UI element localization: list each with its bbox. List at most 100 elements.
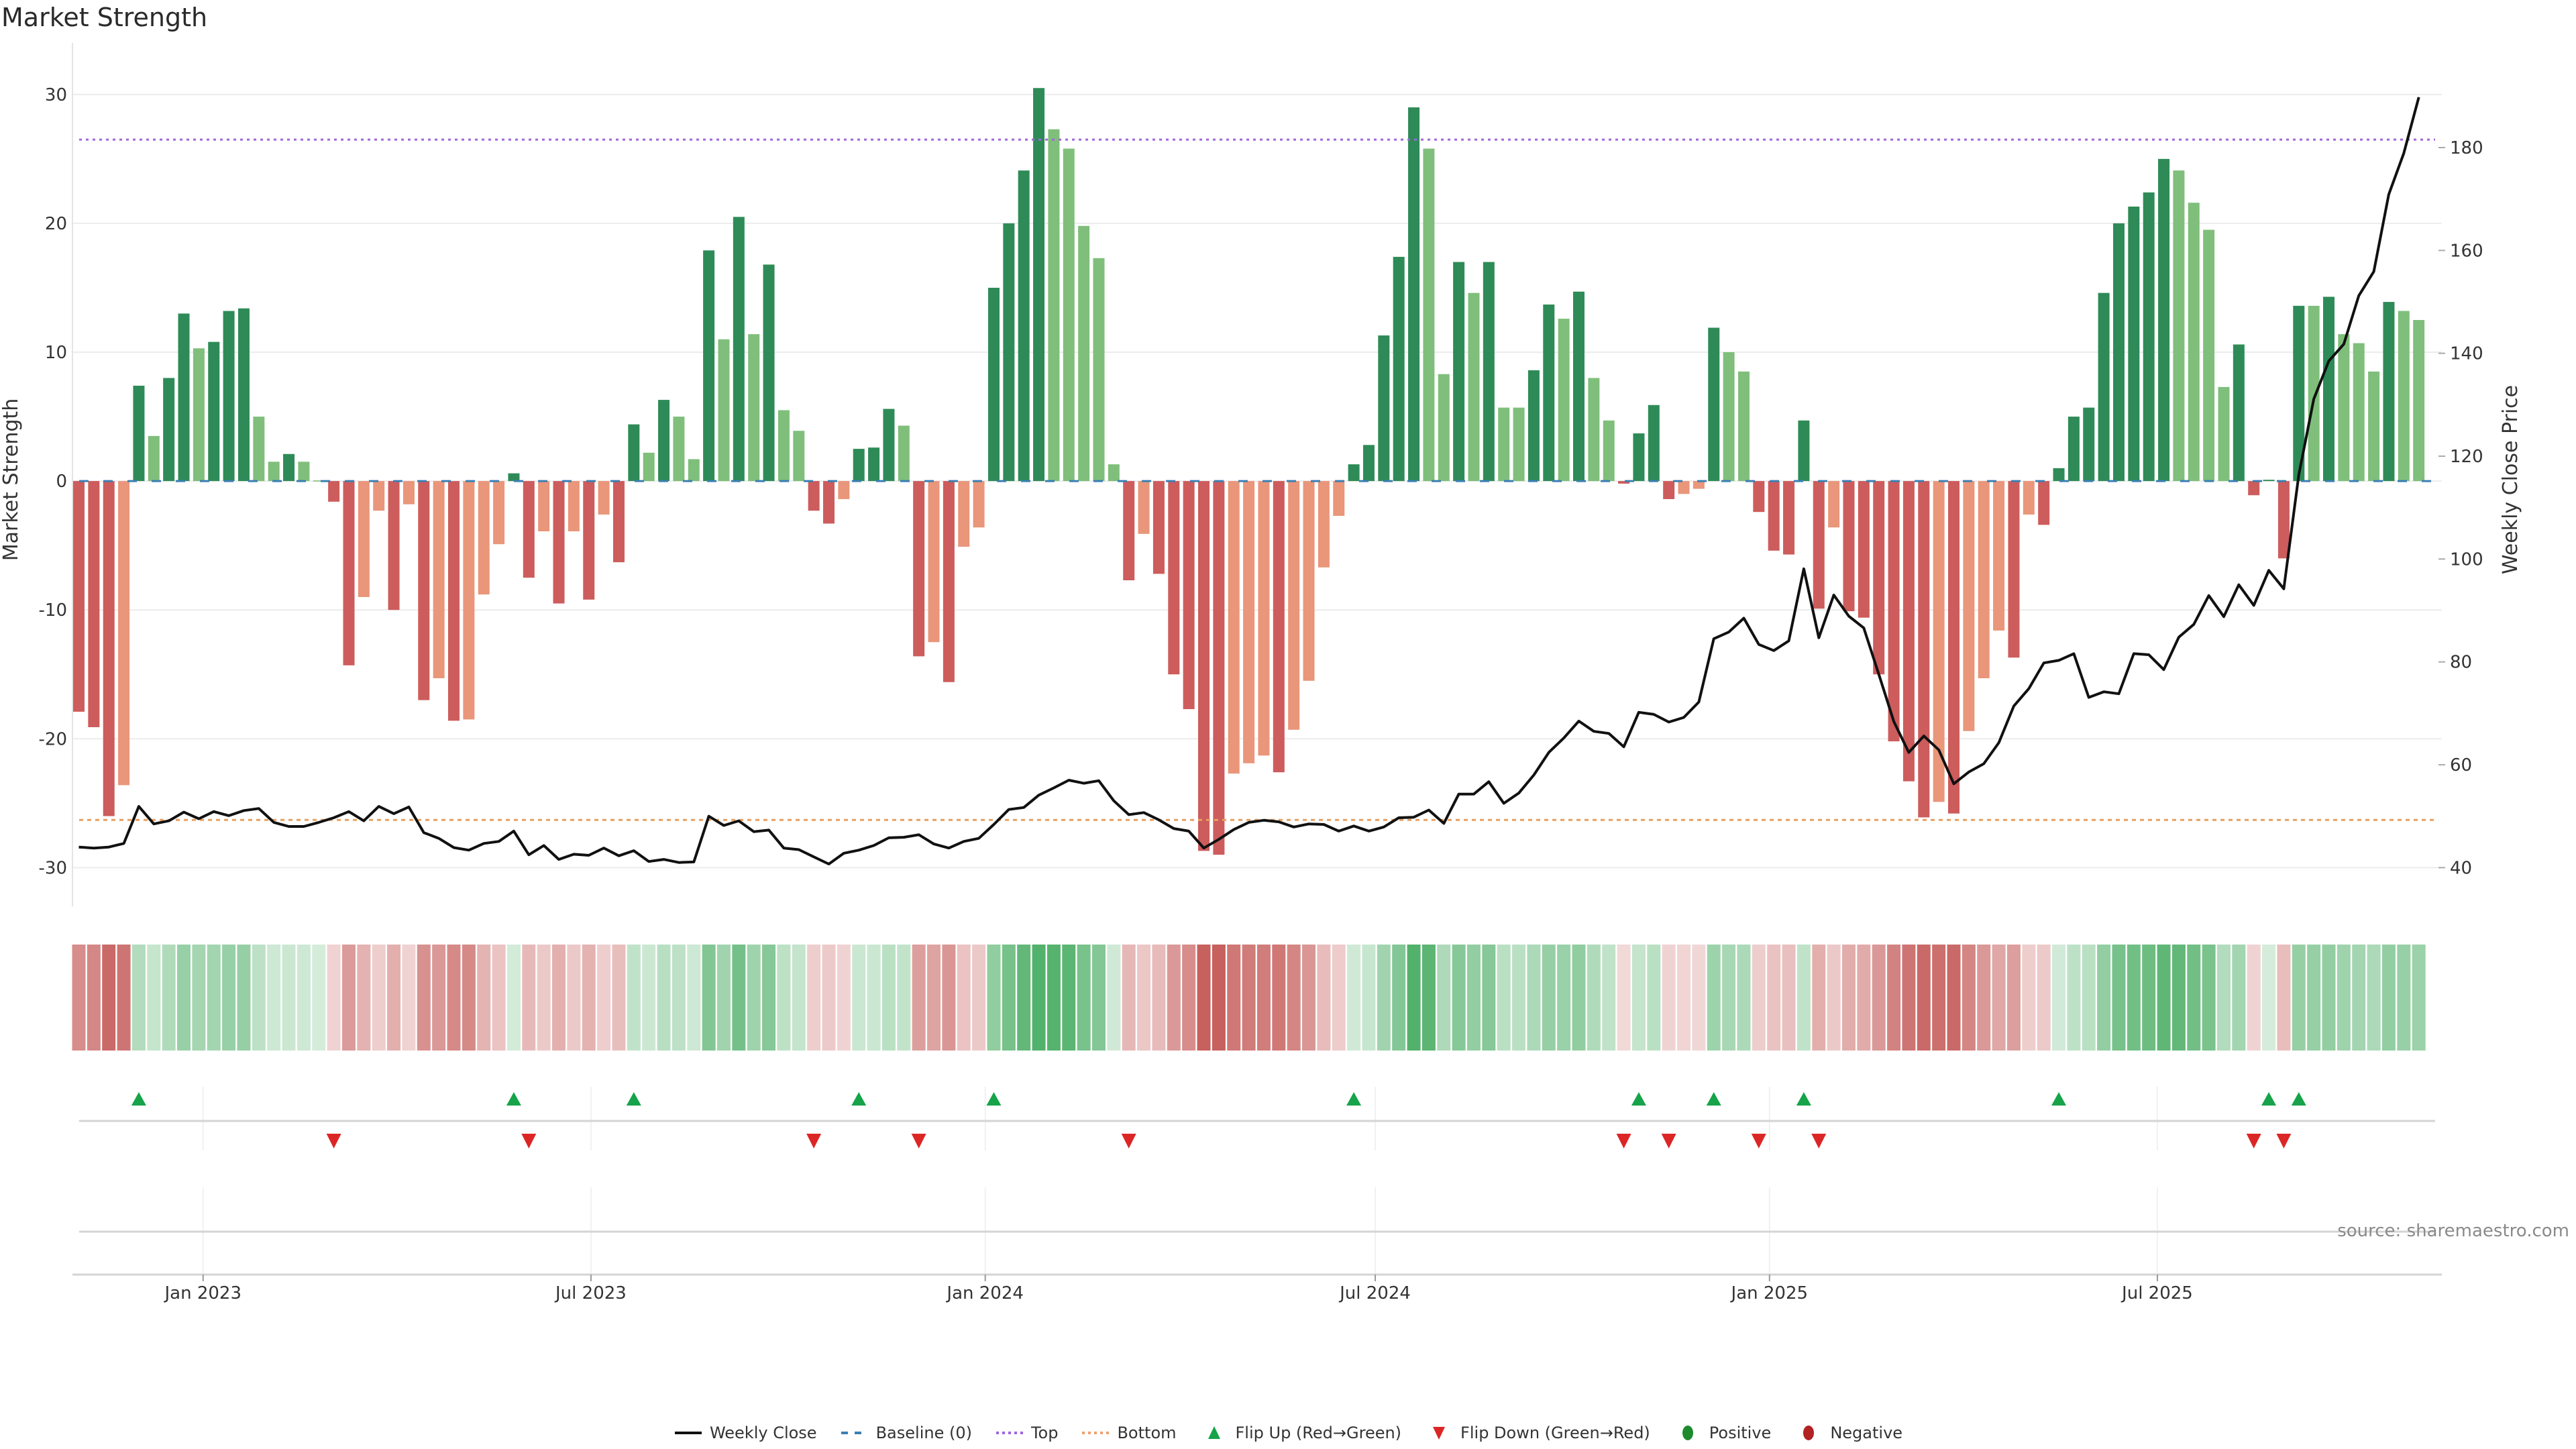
legend-item[interactable]: Bottom <box>1081 1424 1177 1442</box>
strength-bar <box>2143 192 2155 482</box>
strength-bar <box>1828 481 1840 528</box>
strength-bar <box>733 217 745 482</box>
strength-bar <box>208 341 220 482</box>
x-tick-label: Jan 2024 <box>945 1283 1024 1303</box>
strength-bar <box>568 481 580 532</box>
strength-bar <box>478 481 490 595</box>
strength-bar <box>2308 305 2320 482</box>
legend-item[interactable]: Positive <box>1673 1424 1771 1442</box>
strength-bar <box>2277 481 2290 559</box>
heat-cell <box>1466 945 1481 1051</box>
heat-cell <box>312 945 326 1051</box>
heat-cell <box>2397 945 2411 1051</box>
strength-bar <box>1843 481 1855 612</box>
strength-bar <box>313 480 325 482</box>
legend-item[interactable]: Top <box>995 1424 1058 1442</box>
strength-bar <box>838 481 850 499</box>
legend-dash-icon <box>841 1432 868 1434</box>
x-tick-label: Jan 2023 <box>164 1283 242 1303</box>
legend-label: Flip Down (Green→Red) <box>1460 1424 1650 1442</box>
strength-bar <box>958 481 970 547</box>
strength-bar <box>1438 374 1450 482</box>
strength-bar <box>358 481 370 597</box>
strength-bar <box>2008 481 2020 658</box>
heat-cell <box>1662 945 1676 1051</box>
heat-cell <box>1287 945 1301 1051</box>
heat-cell <box>1857 945 1871 1051</box>
strength-bar <box>1588 378 1600 482</box>
legend-label: Negative <box>1830 1424 1903 1442</box>
strength-bar <box>133 385 145 482</box>
heat-cell <box>1647 945 1661 1051</box>
strength-bar <box>612 481 625 563</box>
y2-tick-label: 140 <box>2450 344 2483 364</box>
heat-cell <box>1272 945 1286 1051</box>
heat-cell <box>1332 945 1346 1051</box>
flip-down-marker <box>1661 1134 1676 1148</box>
strength-bar <box>1378 335 1390 482</box>
heat-cell <box>897 945 911 1051</box>
heat-cell <box>462 945 476 1051</box>
heat-cell <box>672 945 686 1051</box>
strength-bar <box>402 481 415 504</box>
heat-cell <box>1302 945 1316 1051</box>
flip-up-marker <box>1706 1092 1721 1106</box>
heat-cell <box>341 945 356 1051</box>
strength-bar <box>1183 481 1195 710</box>
strength-bar <box>2173 170 2185 482</box>
legend-item[interactable]: Baseline (0) <box>840 1424 972 1442</box>
heat-cell <box>702 945 716 1051</box>
strength-bar <box>1228 481 1240 774</box>
y-tick-label: 20 <box>45 214 67 234</box>
legend-circle-icon <box>1803 1426 1815 1440</box>
strength-bar <box>88 481 100 727</box>
heat-cell <box>777 945 791 1051</box>
strength-bar <box>943 481 955 682</box>
heat-cell <box>1497 945 1511 1051</box>
heat-cell <box>762 945 776 1051</box>
strength-bar <box>1573 291 1585 482</box>
strength-bar <box>1273 481 1285 773</box>
heat-cell <box>477 945 491 1051</box>
heat-cell <box>1017 945 1031 1051</box>
heat-cell <box>1812 945 1826 1051</box>
heat-cell <box>627 945 641 1051</box>
strength-bar <box>1513 407 1525 482</box>
heat-cell <box>1737 945 1751 1051</box>
heat-cell <box>522 945 536 1051</box>
strength-bar <box>1783 481 1795 555</box>
strength-bar <box>1633 433 1645 482</box>
heat-cell <box>402 945 416 1051</box>
heat-cell <box>2337 945 2351 1051</box>
legend-item[interactable]: Negative <box>1794 1424 1902 1442</box>
heat-cell <box>2187 945 2201 1051</box>
strength-bar <box>1078 225 1090 482</box>
strength-bar <box>2413 319 2425 482</box>
heat-cell <box>612 945 626 1051</box>
legend-item[interactable]: Flip Up (Red→Green) <box>1199 1424 1402 1442</box>
heat-cell <box>2097 945 2111 1051</box>
y2-tick-label: 160 <box>2450 241 2483 261</box>
strength-bar <box>1033 88 1045 482</box>
heat-cell <box>252 945 266 1051</box>
strength-bar <box>1527 370 1540 482</box>
heat-cell <box>552 945 566 1051</box>
y2-tick-label: 60 <box>2450 755 2472 775</box>
strength-bar <box>583 481 595 600</box>
flip-down-marker <box>911 1134 926 1148</box>
heat-cell <box>2112 945 2126 1051</box>
reference-lines <box>79 138 2435 821</box>
heat-cell <box>1452 945 1466 1051</box>
heat-cell <box>2006 945 2021 1051</box>
heat-cell <box>1767 945 1781 1051</box>
legend-label: Flip Up (Red→Green) <box>1235 1424 1402 1442</box>
legend-item[interactable]: Flip Down (Green→Red) <box>1424 1424 1650 1442</box>
y-tick-label: 10 <box>45 343 67 363</box>
legend-label: Baseline (0) <box>875 1424 972 1442</box>
legend-item[interactable]: Weekly Close <box>674 1424 817 1442</box>
flip-up-marker <box>2261 1092 2277 1106</box>
heat-cell <box>1167 945 1181 1051</box>
flip-up-marker <box>626 1092 641 1106</box>
heat-cell <box>642 945 656 1051</box>
